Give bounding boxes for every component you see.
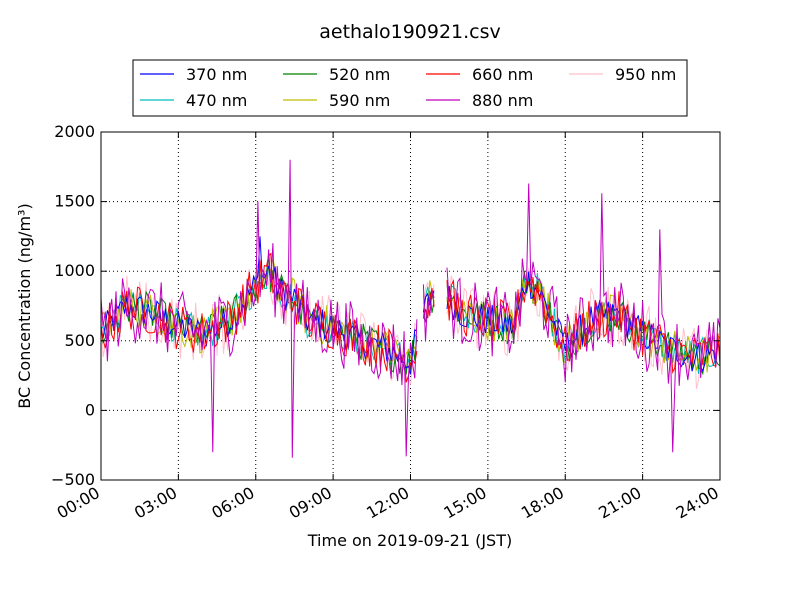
legend-label: 660 nm <box>472 65 533 84</box>
series-lines <box>100 159 721 458</box>
y-tick-label: 500 <box>64 331 95 350</box>
x-axis-label: Time on 2019-09-21 (JST) <box>307 531 512 550</box>
legend-label: 520 nm <box>329 65 390 84</box>
series-line-660nm <box>100 252 418 383</box>
legend-label: 590 nm <box>329 91 390 110</box>
legend-label: 950 nm <box>615 65 676 84</box>
legend-box <box>132 59 688 117</box>
legend: 370 nm 470 nm 520 nm 590 nm 660 nm 880 nm 950 … <box>132 59 688 117</box>
legend-label: 470 nm <box>186 91 247 110</box>
series-line-880nm <box>100 159 418 458</box>
legend-label: 880 nm <box>472 91 533 110</box>
chart-title: aethalo190921.csv <box>319 21 501 43</box>
y-tick-label: 1500 <box>54 192 95 211</box>
legend-label: 370 nm <box>186 65 247 84</box>
y-tick-label: 1000 <box>54 261 95 280</box>
series-line-880nm <box>422 284 435 342</box>
y-tick-label: −500 <box>51 470 95 489</box>
y-tick-label: 0 <box>85 400 95 419</box>
y-axis-label: BC Concentration (ng/m³) <box>15 203 34 408</box>
series-line-880nm <box>446 183 721 453</box>
y-tick-label: 2000 <box>54 122 95 141</box>
